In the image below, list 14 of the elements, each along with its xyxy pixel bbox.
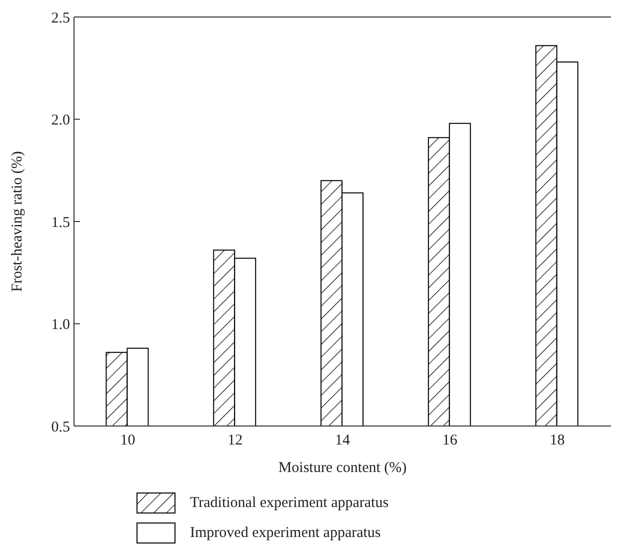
x-tick-label: 16	[442, 432, 458, 449]
x-tick-label: 18	[550, 432, 565, 449]
x-axis-title: Moisture content (%)	[278, 460, 407, 476]
y-tick-label: 0.5	[51, 419, 70, 436]
y-tick-label: 1.5	[51, 214, 70, 231]
y-tick-label: 2.0	[51, 112, 70, 129]
x-tick-label: 14	[335, 432, 350, 449]
legend-label: Improved experiment apparatus	[190, 524, 381, 542]
y-axis-title: Frost-heaving ratio (%)	[9, 151, 26, 292]
x-tick-label: 10	[120, 432, 136, 449]
legend-label: Traditional experiment apparatus	[190, 494, 389, 512]
y-tick-label: 1.0	[51, 317, 70, 334]
y-tick-label: 2.5	[51, 10, 70, 26]
x-tick-label: 12	[228, 432, 243, 449]
